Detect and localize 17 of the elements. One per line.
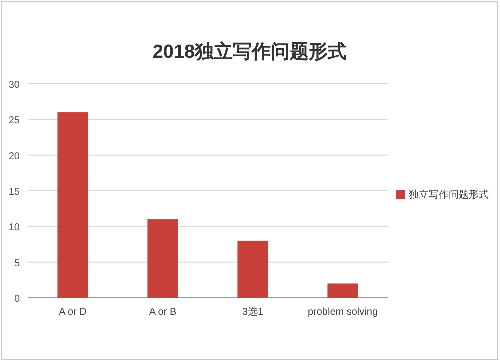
- legend-label: 独立写作问题形式: [409, 189, 489, 201]
- y-tick-label: 0: [14, 294, 20, 305]
- bar: [328, 284, 358, 298]
- bar: [148, 220, 178, 298]
- y-tick-label: 15: [8, 187, 20, 198]
- x-tick-label: 3选1: [242, 306, 264, 318]
- x-tick-label: A or D: [59, 307, 87, 318]
- y-tick-label: 10: [8, 222, 20, 234]
- y-tick-label: 20: [8, 151, 20, 162]
- y-tick-label: 30: [8, 80, 20, 91]
- chart-title: 2018独立写作问题形式: [152, 41, 348, 63]
- bar: [58, 112, 88, 298]
- y-tick-label: 5: [14, 258, 20, 270]
- x-tick-label: problem solving: [308, 307, 378, 318]
- y-tick-label: 25: [8, 116, 20, 127]
- x-tick-label: A or B: [149, 307, 177, 318]
- bar: [238, 240, 268, 298]
